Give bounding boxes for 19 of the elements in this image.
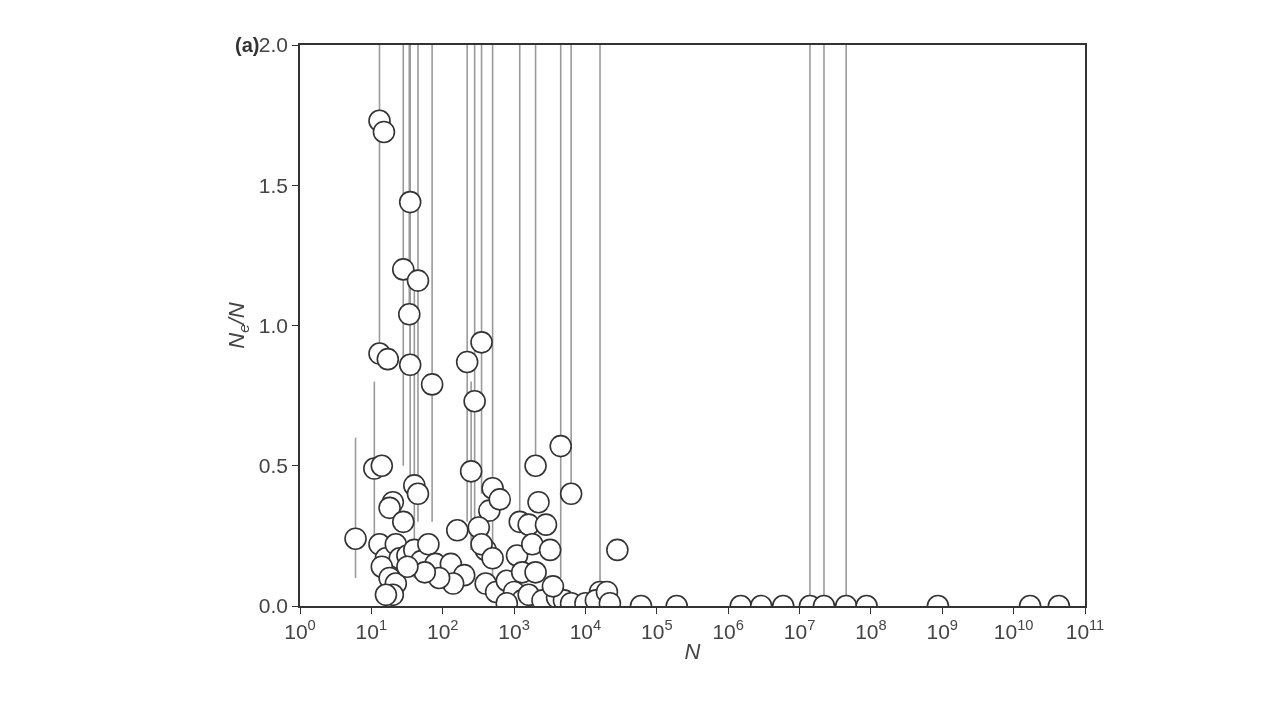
x-tick-label: 10$^{11}$ — [1065, 617, 1105, 643]
y-tick-label: 1.0 — [258, 313, 289, 337]
y-tick-label: 1.5 — [258, 173, 289, 197]
x-tick-label: 10$^{3}$ — [498, 617, 530, 643]
y-tick-label: 2.0 — [258, 33, 289, 57]
y-tick-label: 0.0 — [258, 594, 289, 618]
x-tick-label: 10$^{8}$ — [855, 617, 887, 643]
x-tick-label: 10$^{5}$ — [641, 617, 673, 643]
y-tick-label: 0.5 — [258, 454, 289, 478]
x-tick-label: 10$^{2}$ — [426, 617, 459, 643]
x-tick-label: 10$^{9}$ — [926, 617, 959, 643]
x-tick-label: 10$^{7}$ — [783, 617, 816, 643]
x-tick-label: 10$^{6}$ — [712, 617, 744, 643]
x-tick-label: 10$^{1}$ — [355, 617, 388, 643]
text: (a) — [235, 34, 260, 56]
x-tick-label: 10$^{0}$ — [284, 617, 316, 643]
x-tick-label: 10$^{10}$ — [993, 617, 1034, 643]
x-tick-label: 10$^{4}$ — [569, 617, 602, 643]
x-axis-title: N — [684, 639, 701, 665]
